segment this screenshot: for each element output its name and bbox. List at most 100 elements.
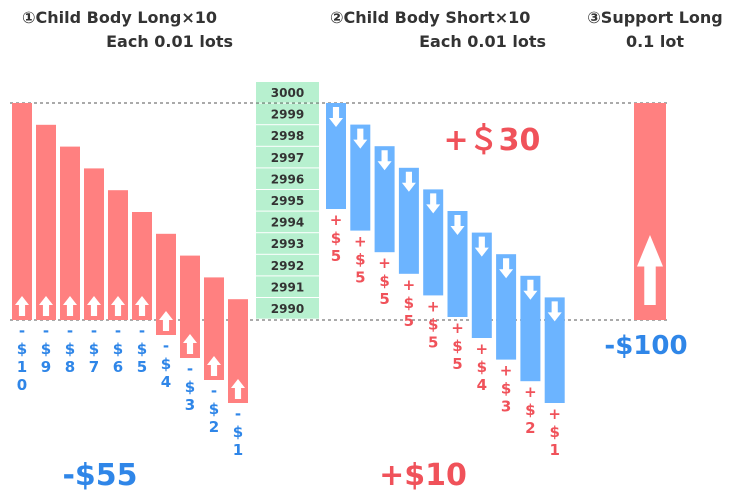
up-arrow-icon bbox=[135, 296, 149, 316]
short-bar bbox=[374, 146, 395, 253]
long-pl-label: 6 bbox=[113, 358, 123, 376]
long-pl-label: 4 bbox=[161, 373, 171, 391]
long-bar bbox=[84, 168, 104, 320]
up-arrow-icon bbox=[63, 296, 77, 316]
long-pl-label: 7 bbox=[89, 358, 99, 376]
short-pl-label: 5 bbox=[331, 247, 341, 265]
price-cell-label: 3000 bbox=[271, 86, 304, 100]
price-cell-label: 2996 bbox=[271, 172, 304, 186]
price-cell bbox=[256, 146, 319, 168]
long-pl-label: $ bbox=[41, 340, 51, 358]
short-positions: +$5+$5+$5+$5+$5+$5+$4+$3+$2+$1 bbox=[326, 103, 565, 459]
long-bar bbox=[12, 103, 32, 320]
short-pl-label: 2 bbox=[525, 419, 535, 437]
long-pl-label: $ bbox=[233, 423, 243, 441]
short-pl-label: + bbox=[524, 383, 537, 401]
long-bar bbox=[156, 233, 176, 335]
long-bar bbox=[108, 190, 128, 320]
long-pl-label: $ bbox=[65, 340, 75, 358]
short-bar bbox=[544, 297, 565, 403]
price-cell bbox=[256, 211, 319, 233]
long-pl-label: 3 bbox=[185, 396, 195, 414]
long-bar bbox=[132, 212, 152, 320]
up-arrow-icon bbox=[15, 296, 29, 316]
short-bar bbox=[350, 124, 371, 231]
long-header-subtitle: Each 0.01 lots bbox=[106, 32, 233, 51]
price-cell bbox=[256, 103, 319, 125]
price-ladder: 3000 2999 2998 2997 2996 2995 2994 2993 2992 2991… bbox=[256, 82, 319, 319]
short-pl-label: + bbox=[500, 362, 513, 380]
short-pl-label: 5 bbox=[452, 355, 462, 373]
short-pl-label: $ bbox=[452, 337, 462, 355]
long-header-title: ①Child Body Long×10 bbox=[22, 8, 217, 27]
short-bar bbox=[326, 103, 346, 209]
short-pl-label: + bbox=[354, 233, 367, 251]
long-pl-label: - bbox=[19, 322, 25, 340]
short-pl-label: + bbox=[378, 254, 391, 272]
long-bar bbox=[60, 146, 80, 320]
long-pl-label: 5 bbox=[137, 358, 147, 376]
long-bar bbox=[180, 255, 200, 358]
price-cell-label: 2997 bbox=[271, 151, 304, 165]
price-cell-label: 2990 bbox=[271, 302, 304, 316]
up-arrow-icon bbox=[39, 296, 53, 316]
short-pl-label: $ bbox=[501, 380, 511, 398]
up-arrow-icon bbox=[207, 356, 221, 376]
down-arrow-icon bbox=[353, 128, 368, 149]
short-pl-label: + bbox=[548, 405, 561, 423]
price-cell-label: 2991 bbox=[271, 280, 304, 294]
down-arrow-icon bbox=[547, 301, 562, 322]
long-pl-label: $ bbox=[161, 355, 171, 373]
short-pl-label: $ bbox=[404, 294, 414, 312]
long-pl-label: - bbox=[235, 405, 241, 423]
long-bar bbox=[204, 277, 224, 380]
down-arrow-icon bbox=[329, 107, 343, 127]
short-total-label: +＄30 bbox=[444, 123, 541, 158]
short-bar bbox=[447, 211, 468, 317]
long-pl-label: $ bbox=[209, 400, 219, 418]
short-pl-label: $ bbox=[477, 358, 487, 376]
short-pl-label: $ bbox=[331, 229, 341, 247]
price-cell-label: 2994 bbox=[271, 216, 304, 230]
long-pl-label: $ bbox=[137, 340, 147, 358]
price-cell bbox=[256, 190, 319, 211]
short-pl-label: + bbox=[476, 340, 489, 358]
long-pl-label: 0 bbox=[17, 376, 27, 394]
price-cell bbox=[256, 233, 319, 254]
price-cell-label: 2993 bbox=[271, 237, 304, 251]
short-pl-label: + bbox=[330, 211, 343, 229]
long-pl-label: 1 bbox=[17, 358, 27, 376]
short-pl-label: $ bbox=[379, 272, 389, 290]
net-total-label: +$10 bbox=[379, 458, 467, 493]
long-pl-label: $ bbox=[89, 340, 99, 358]
short-pl-label: $ bbox=[549, 423, 559, 441]
price-cell bbox=[256, 125, 319, 146]
short-pl-label: $ bbox=[428, 315, 438, 333]
price-cell bbox=[256, 82, 319, 103]
up-arrow-icon bbox=[231, 379, 245, 399]
short-pl-label: + bbox=[451, 319, 464, 337]
long-pl-label: - bbox=[211, 382, 217, 400]
long-pl-label: $ bbox=[17, 340, 27, 358]
down-arrow-icon bbox=[523, 279, 538, 300]
short-bar bbox=[520, 275, 541, 382]
long-pl-label: $ bbox=[113, 340, 123, 358]
short-bar bbox=[398, 167, 419, 274]
up-arrow-icon bbox=[637, 235, 663, 305]
down-arrow-icon bbox=[401, 171, 416, 192]
price-cell bbox=[256, 254, 319, 276]
long-total-label: -$55 bbox=[62, 458, 137, 493]
up-arrow-icon bbox=[183, 334, 197, 354]
short-pl-label: 5 bbox=[404, 312, 414, 330]
long-pl-label: $ bbox=[185, 378, 195, 396]
long-pl-label: - bbox=[115, 322, 121, 340]
price-cell bbox=[256, 276, 319, 297]
down-arrow-icon bbox=[426, 193, 441, 214]
price-cell-label: 2995 bbox=[271, 194, 304, 208]
long-pl-label: - bbox=[139, 322, 145, 340]
long-pl-label: 1 bbox=[233, 441, 243, 459]
up-arrow-icon bbox=[87, 296, 101, 316]
short-pl-label: + bbox=[403, 276, 416, 294]
short-pl-label: $ bbox=[525, 401, 535, 419]
